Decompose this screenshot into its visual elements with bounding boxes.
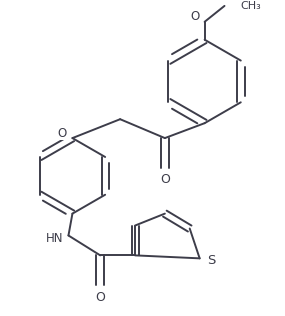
Text: HN: HN bbox=[46, 232, 63, 245]
Text: O: O bbox=[190, 10, 199, 23]
Text: CH₃: CH₃ bbox=[241, 1, 261, 11]
Text: S: S bbox=[207, 254, 216, 267]
Text: O: O bbox=[95, 291, 105, 304]
Text: O: O bbox=[160, 173, 170, 186]
Text: O: O bbox=[58, 127, 67, 140]
